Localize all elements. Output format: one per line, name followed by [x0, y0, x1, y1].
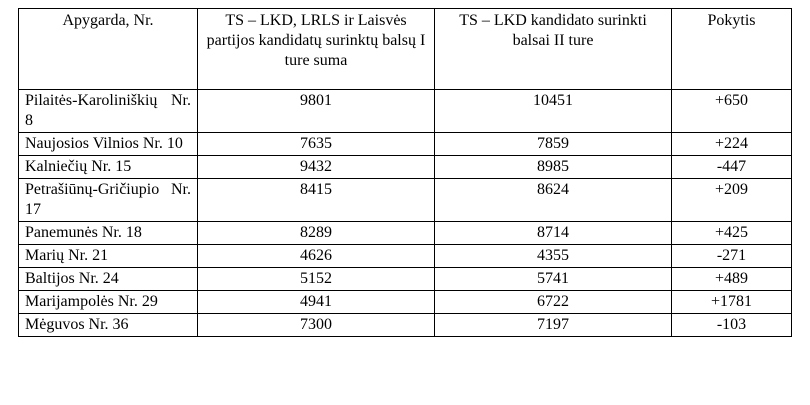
value-cell: 8624	[434, 178, 672, 222]
district-cell: Baltijos Nr. 24	[18, 267, 198, 291]
value-cell: 8415	[197, 178, 435, 222]
value-cell: 8985	[434, 155, 672, 179]
value-cell: +1781	[671, 290, 792, 314]
value-cell: -271	[671, 244, 792, 268]
header-cell: TS – LKD, LRLS ir Laisvės partijos kandi…	[197, 8, 435, 90]
table-row: Pilaitės-Karoliniškių Nr. 8 9801 10451 +650	[18, 89, 792, 133]
table-row: Petrašiūnų-Gričiupio Nr. 17 8415 8624 +209	[18, 178, 792, 222]
value-cell: +650	[671, 89, 792, 133]
value-cell: 7635	[197, 132, 435, 156]
table-row: Baltijos Nr. 24 5152 5741 +489	[18, 267, 792, 291]
value-cell: -103	[671, 313, 792, 337]
value-cell: 7859	[434, 132, 672, 156]
district-cell: Naujosios Vilnios Nr. 10	[18, 132, 198, 156]
value-cell: 6722	[434, 290, 672, 314]
value-cell: 5741	[434, 267, 672, 291]
value-cell: 4355	[434, 244, 672, 268]
value-cell: +224	[671, 132, 792, 156]
value-cell: 10451	[434, 89, 672, 133]
value-cell: 9801	[197, 89, 435, 133]
header-cell: Pokytis	[671, 8, 792, 90]
value-cell: +209	[671, 178, 792, 222]
district-cell: Kalniečių Nr. 15	[18, 155, 198, 179]
district-cell: Pilaitės-Karoliniškių Nr. 8	[18, 89, 198, 133]
table-body: Pilaitės-Karoliniškių Nr. 8 9801 10451 +650…	[18, 89, 792, 337]
value-cell: 4626	[197, 244, 435, 268]
header-cell: TS – LKD kandidato surinkti balsai II tu…	[434, 8, 672, 90]
value-cell: -447	[671, 155, 792, 179]
district-cell: Mėguvos Nr. 36	[18, 313, 198, 337]
table-row: Naujosios Vilnios Nr. 10 7635 7859 +224	[18, 132, 792, 156]
header-cell: Apygarda, Nr.	[18, 8, 198, 90]
table-row: Marių Nr. 21 4626 4355 -271	[18, 244, 792, 268]
results-table: Apygarda, Nr. TS – LKD, LRLS ir Laisvės p…	[18, 8, 792, 337]
header-row: Apygarda, Nr. TS – LKD, LRLS ir Laisvės p…	[18, 8, 792, 90]
value-cell: 7300	[197, 313, 435, 337]
district-cell: Petrašiūnų-Gričiupio Nr. 17	[18, 178, 198, 222]
table-row: Kalniečių Nr. 15 9432 8985 -447	[18, 155, 792, 179]
district-cell: Panemunės Nr. 18	[18, 221, 198, 245]
value-cell: 5152	[197, 267, 435, 291]
district-cell: Marių Nr. 21	[18, 244, 198, 268]
district-cell: Marijampolės Nr. 29	[18, 290, 198, 314]
value-cell: 8714	[434, 221, 672, 245]
value-cell: 4941	[197, 290, 435, 314]
value-cell: 7197	[434, 313, 672, 337]
table-row: Panemunės Nr. 18 8289 8714 +425	[18, 221, 792, 245]
value-cell: +489	[671, 267, 792, 291]
value-cell: 9432	[197, 155, 435, 179]
table-row: Marijampolės Nr. 29 4941 6722 +1781	[18, 290, 792, 314]
value-cell: +425	[671, 221, 792, 245]
value-cell: 8289	[197, 221, 435, 245]
table-row: Mėguvos Nr. 36 7300 7197 -103	[18, 313, 792, 337]
